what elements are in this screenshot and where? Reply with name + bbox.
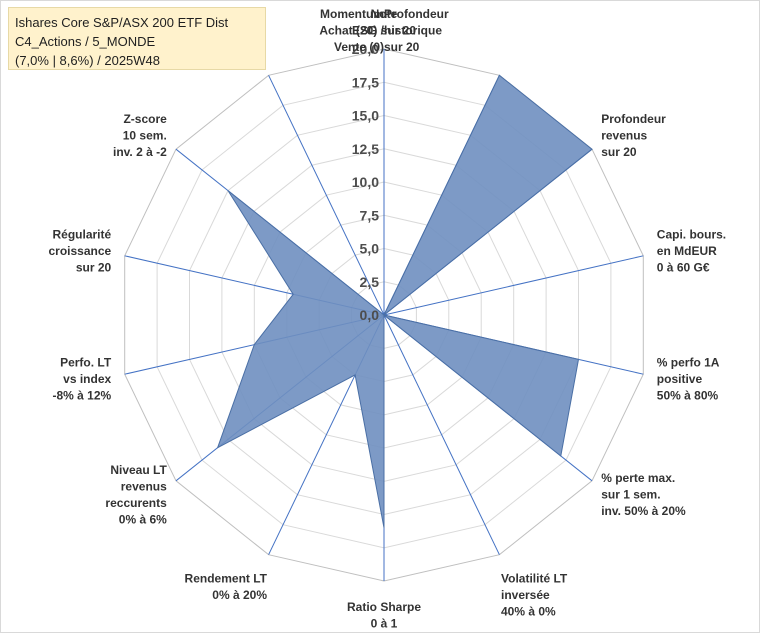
- axis-label-10: Perfo. LT vs index -8% à 12%: [52, 356, 111, 403]
- tick-label-8: 20,0: [352, 41, 379, 57]
- axis-label-4-line-2: 50% à 80%: [657, 389, 719, 403]
- axis-label-11-line-2: sur 20: [76, 260, 112, 274]
- axis-label-10-line-1: vs index: [63, 372, 111, 386]
- axis-label-10-line-0: Perfo. LT: [60, 356, 112, 370]
- tick-label-1: 2,5: [360, 274, 380, 290]
- tick-label-0: 0,0: [360, 307, 380, 323]
- axis-label-3-line-0: Capi. bours.: [657, 227, 726, 241]
- title-line-3: (7,0% | 8,6%) / 2025W48: [15, 53, 161, 68]
- axis-label-2: Profondeur revenus sur 20: [601, 112, 666, 159]
- axis-label-layer: Note ESG sur 20 Profondeur historique sur 20…: [48, 7, 726, 631]
- axis-label-4-line-0: % perfo 1A: [657, 356, 720, 370]
- axis-label-13: Momentum Achat (20) / Vente (0): [319, 7, 384, 54]
- axis-label-6-line-2: 40% à 0%: [501, 605, 556, 619]
- axis-label-5-line-2: inv. 50% à 20%: [601, 504, 686, 518]
- axis-label-1-line-1: historique: [384, 24, 442, 38]
- chart-title-box: Ishares Core S&P/ASX 200 ETF Dist C4_Act…: [8, 7, 266, 70]
- axis-label-2-line-1: revenus: [601, 128, 647, 142]
- axis-label-1-line-0: Profondeur: [384, 7, 449, 21]
- axis-label-0: Note ESG sur 20: [352, 7, 416, 38]
- axis-label-9-line-3: 0% à 6%: [119, 512, 167, 526]
- series-area: [216, 74, 593, 528]
- axis-label-7-line-0: Ratio Sharpe: [347, 600, 421, 614]
- axis-label-13-line-1: Achat (20) /: [319, 24, 384, 38]
- axis-label-4: % perfo 1A positive 50% à 80%: [657, 356, 720, 403]
- tick-layer: 0,0 2,5 5,0 7,5 10,0 12,5 15,0 17,5 20,0: [352, 41, 379, 323]
- axis-label-12-line-1: 10 sem.: [123, 128, 167, 142]
- axis-label-3-line-1: en MdEUR: [657, 244, 717, 258]
- axis-label-11-line-0: Régularité: [53, 227, 112, 241]
- axis-label-11-line-1: croissance: [48, 244, 111, 258]
- axis-label-9-line-0: Niveau LT: [110, 463, 167, 477]
- series-layer: [216, 74, 593, 528]
- axis-label-5-line-1: sur 1 sem.: [601, 488, 660, 502]
- axis-label-1: Profondeur historique sur 20: [384, 7, 449, 54]
- spoke-13: [268, 75, 385, 316]
- title-line-1: Ishares Core S&P/ASX 200 ETF Dist: [15, 15, 229, 30]
- title-line-2: C4_Actions / 5_MONDE: [15, 34, 156, 49]
- axis-label-2-line-2: sur 20: [601, 145, 637, 159]
- axis-label-11: Régularité croissance sur 20: [48, 227, 111, 274]
- tick-label-5: 12,5: [352, 141, 379, 157]
- spoke-6: [383, 314, 500, 555]
- axis-label-12-line-0: Z-score: [123, 112, 167, 126]
- axis-label-13-line-0: Momentum: [320, 7, 384, 21]
- axis-label-10-line-2: -8% à 12%: [52, 389, 111, 403]
- axis-label-7: Ratio Sharpe 0 à 1: [347, 600, 421, 631]
- tick-label-3: 7,5: [360, 207, 380, 223]
- axis-label-8-line-0: Rendement LT: [185, 572, 268, 586]
- spoke-3: [383, 255, 644, 316]
- tick-label-7: 17,5: [352, 74, 379, 90]
- axis-label-0-line-1: ESG sur 20: [352, 24, 416, 38]
- axis-label-6: Volatilité LT inversée 40% à 0%: [501, 572, 568, 619]
- axis-label-5-line-0: % perte max.: [601, 471, 675, 485]
- tick-label-6: 15,0: [352, 108, 379, 124]
- axis-label-12: Z-score 10 sem. inv. 2 à -2: [113, 112, 167, 159]
- axis-label-4-line-1: positive: [657, 372, 703, 386]
- axis-label-8-line-1: 0% à 20%: [212, 588, 267, 602]
- axis-label-1-line-2: sur 20: [384, 40, 420, 54]
- axis-label-5: % perte max. sur 1 sem. inv. 50% à 20%: [601, 471, 686, 518]
- axis-label-7-line-1: 0 à 1: [371, 617, 398, 631]
- axis-label-3: Capi. bours. en MdEUR 0 à 60 G€: [657, 227, 726, 274]
- axis-label-3-line-2: 0 à 60 G€: [657, 260, 710, 274]
- axis-label-0-line-0: Note: [371, 7, 398, 21]
- axis-label-13-line-2: Vente (0): [334, 40, 384, 54]
- axis-label-2-line-0: Profondeur: [601, 112, 666, 126]
- axis-label-8: Rendement LT 0% à 20%: [185, 572, 268, 603]
- tick-label-2: 5,0: [360, 241, 380, 257]
- axis-label-9-line-2: reccurents: [105, 496, 167, 510]
- axis-label-6-line-1: inversée: [501, 588, 550, 602]
- axis-label-12-line-2: inv. 2 à -2: [113, 145, 167, 159]
- axis-label-9: Niveau LT revenus reccurents 0% à 6%: [105, 463, 167, 527]
- axis-label-9-line-1: revenus: [121, 479, 167, 493]
- axis-label-6-line-0: Volatilité LT: [501, 572, 568, 586]
- tick-label-4: 10,0: [352, 174, 379, 190]
